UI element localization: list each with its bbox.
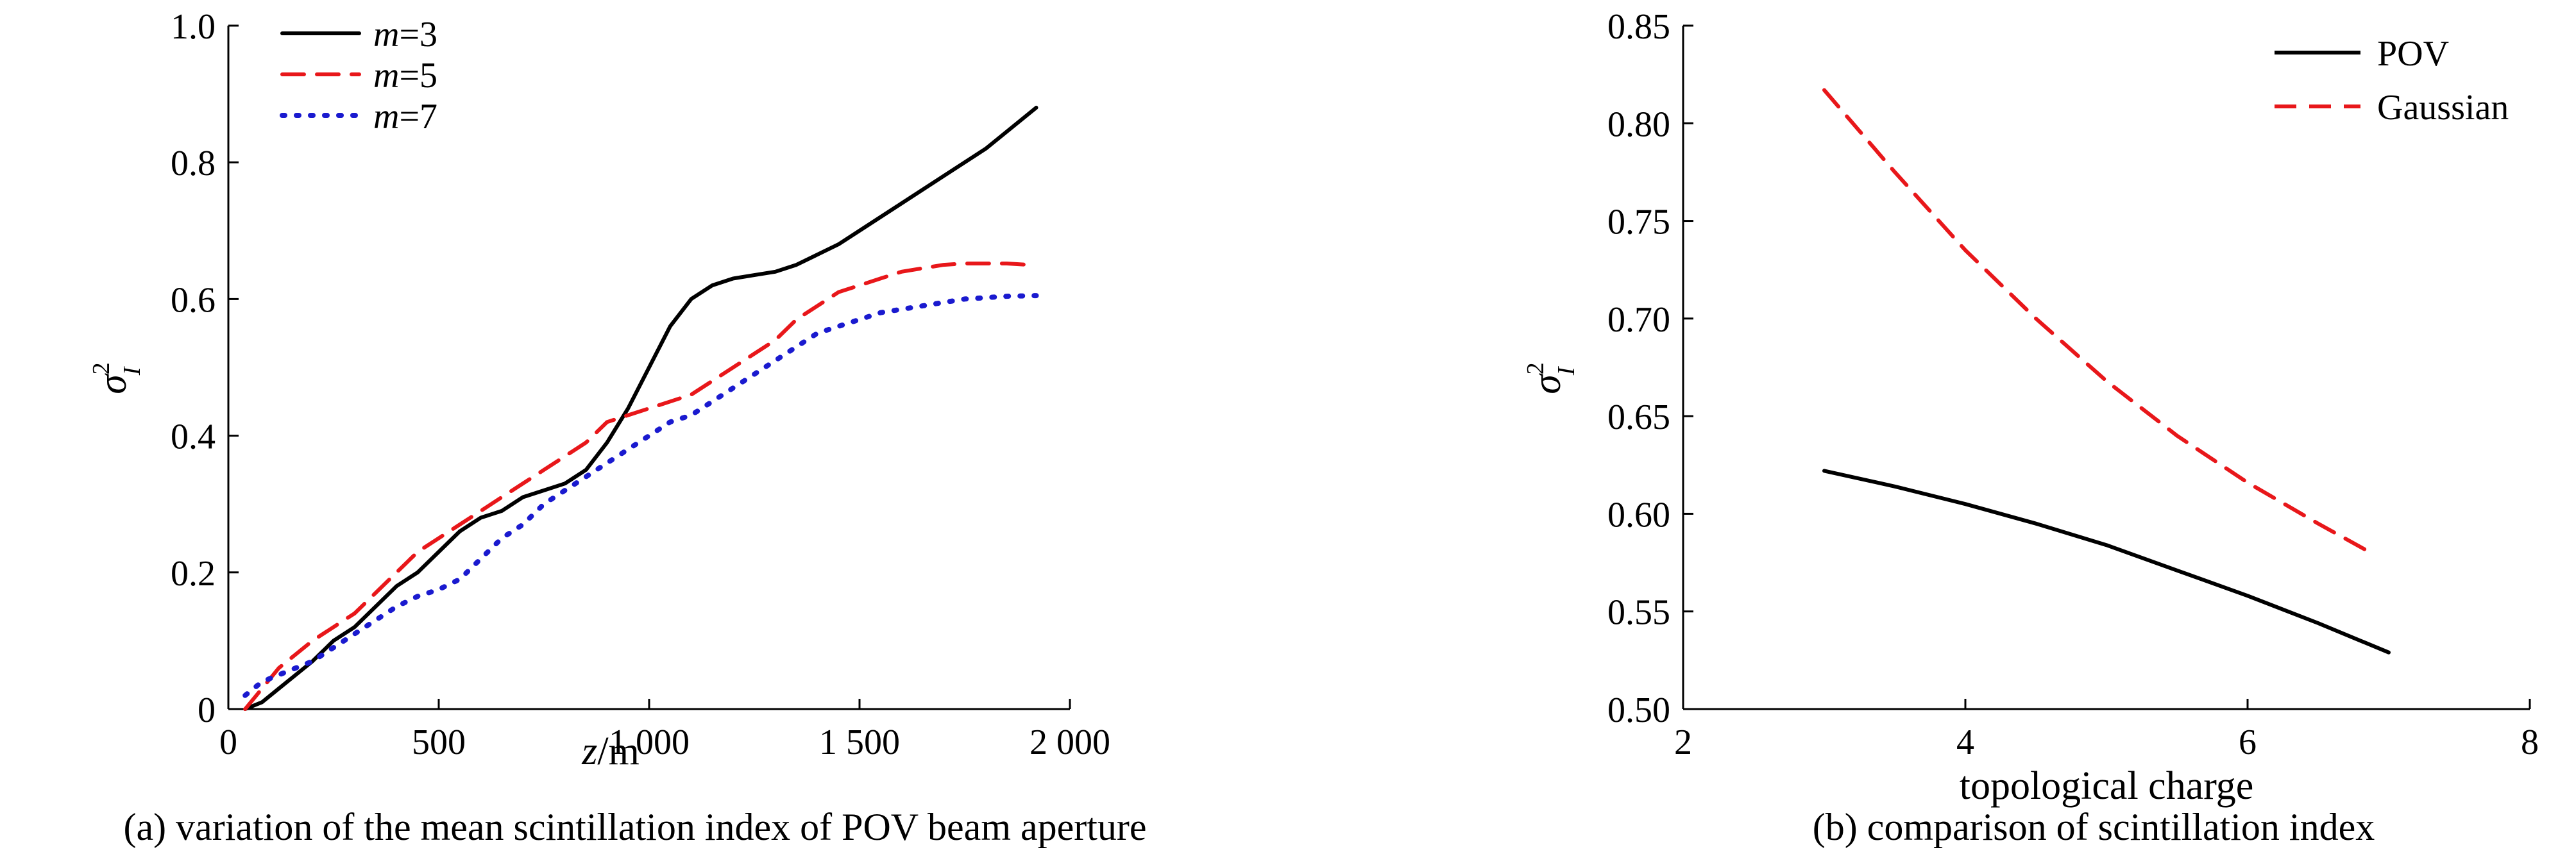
x-tick-label: 2 000 — [1030, 723, 1110, 762]
y-axis-label-text: σ2 I — [1522, 362, 1580, 394]
x-axis-label: topological charge — [1960, 764, 2254, 808]
legend-label-var: m — [373, 15, 399, 54]
y-axis-label-text: σ2 I — [88, 362, 146, 394]
legend-label-value: =5 — [399, 56, 437, 96]
y-tick-label: 0 — [198, 690, 216, 730]
y-tick-label: 0.55 — [1607, 593, 1670, 633]
x-tick-label: 6 — [2239, 723, 2257, 762]
y-tick-label: 0.4 — [171, 417, 216, 457]
legend-label-value: =3 — [399, 15, 437, 54]
y-tick-label: 0.70 — [1607, 300, 1670, 340]
x-tick-label: 1 500 — [819, 723, 900, 762]
caption: (a) variation of the mean scintillation … — [123, 806, 1146, 848]
y-tick-label: 0.6 — [171, 280, 216, 320]
x-tick-label: 2 — [1674, 723, 1692, 762]
y-tick-label: 0.85 — [1607, 7, 1670, 47]
y-axis-label: σ2 I — [1522, 362, 1580, 394]
legend-label-var: m — [373, 97, 399, 137]
x-axis-label: z/m — [581, 730, 640, 773]
y-tick-label: 1.0 — [171, 7, 216, 47]
y-tick-label: 0.8 — [171, 144, 216, 183]
series-line-m5 — [243, 262, 1030, 711]
chart-panel-b: 2 4 6 8 0.50 0.55 0.60 0.65 0.70 0.75 0.80 0.85 topo… — [1522, 7, 2539, 848]
legend-label-value: =7 — [399, 97, 437, 137]
legend-label: m=3 — [373, 15, 437, 54]
series-line-gaussian — [1822, 88, 2377, 557]
series-line-m7 — [242, 293, 1039, 698]
legend-label-var: m — [373, 56, 399, 96]
series-line-m3 — [243, 105, 1038, 711]
x-tick-label: 8 — [2521, 723, 2539, 762]
y-axis-label: σ2 I — [88, 362, 146, 394]
series-line-pov — [1822, 469, 2391, 655]
y-tick-label: 0.80 — [1607, 104, 1670, 144]
y-tick-label: 0.2 — [171, 554, 216, 594]
x-axis-label-unit: /m — [597, 730, 639, 773]
y-tick-label: 0.65 — [1607, 397, 1670, 437]
chart-panel-a: 0 500 1 000 1 500 2 000 0 0.2 0.4 0.6 0.8 1.0 z/m σ2… — [88, 7, 1147, 848]
legend-label: m=5 — [373, 56, 437, 96]
legend-label: m=7 — [373, 97, 437, 137]
legend-label: Gaussian — [2377, 88, 2509, 128]
x-tick-label: 4 — [1956, 723, 1974, 762]
caption: (b) comparison of scintillation index — [1813, 806, 2375, 848]
x-tick-label: 0 — [219, 723, 237, 762]
y-tick-label: 0.75 — [1607, 203, 1670, 242]
y-tick-label: 0.60 — [1607, 495, 1670, 535]
x-tick-label: 500 — [412, 723, 466, 762]
legend-label: POV — [2377, 34, 2449, 74]
y-tick-label: 0.50 — [1607, 690, 1670, 730]
x-axis-label-var: z — [581, 730, 597, 773]
x-tick-label: 1 000 — [609, 723, 690, 762]
